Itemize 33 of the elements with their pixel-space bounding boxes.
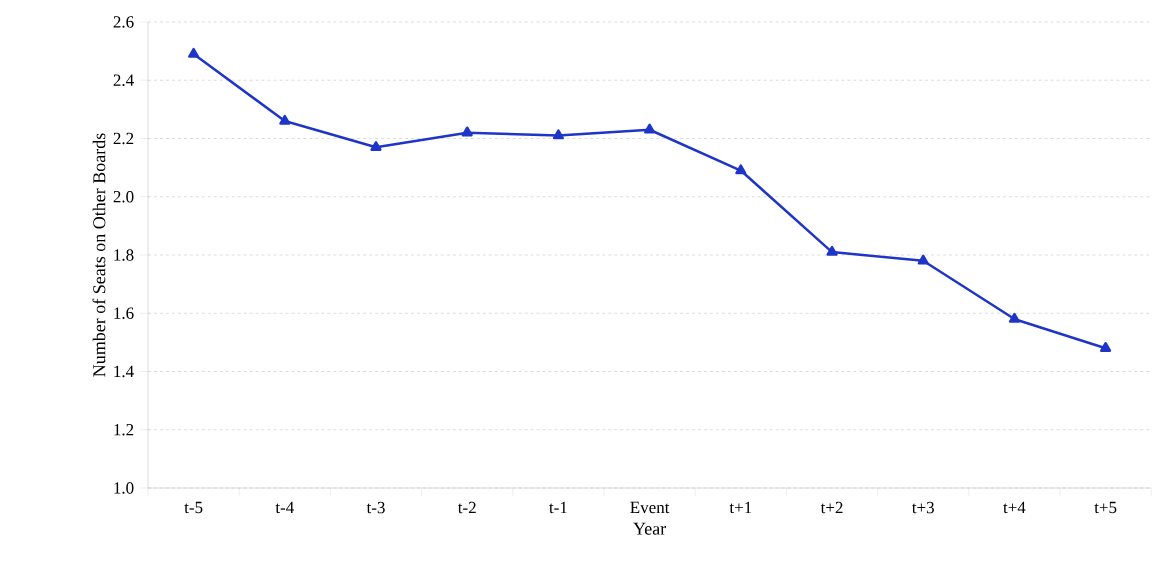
x-tick-label: t-2 (457, 501, 476, 514)
point (1008, 312, 1020, 323)
point (644, 123, 656, 134)
point (279, 114, 291, 125)
y-tick-label: 1.2 (114, 424, 134, 436)
x-tick-label: t+4 (1003, 501, 1026, 514)
x-tick-label: t-3 (366, 501, 385, 514)
y-tick-label: 1.0 (114, 482, 134, 494)
y-tick-label: 2.6 (113, 16, 134, 28)
point (917, 254, 929, 265)
x-tick-label: t+2 (820, 501, 843, 514)
y-axis-title: Number of Seats on Other Boards (92, 133, 106, 377)
x-tick-label: t-4 (275, 501, 294, 514)
y-tick-label: 1.4 (114, 365, 134, 378)
point (188, 47, 200, 58)
point (826, 245, 838, 256)
point (1100, 341, 1112, 352)
x-axis-title: Year (633, 522, 667, 535)
point (370, 141, 382, 151)
point (735, 164, 747, 175)
x-tick-label: t+1 (729, 501, 752, 514)
x-tick-label: t-1 (549, 501, 567, 514)
y-tick-label: 1.6 (114, 307, 134, 319)
y-tick-label: 2.4 (113, 74, 134, 86)
x-tick-label: t+5 (1094, 501, 1117, 514)
y-tick-label: 1.8 (114, 249, 134, 261)
x-tick-label: t-5 (184, 501, 203, 514)
point (461, 126, 473, 137)
x-tick-label: t+3 (911, 501, 934, 514)
y-tick-label: 2.0 (113, 190, 134, 203)
point (552, 129, 564, 140)
y-tick-label: 2.2 (113, 132, 134, 145)
x-tick-label: Event (630, 501, 670, 514)
